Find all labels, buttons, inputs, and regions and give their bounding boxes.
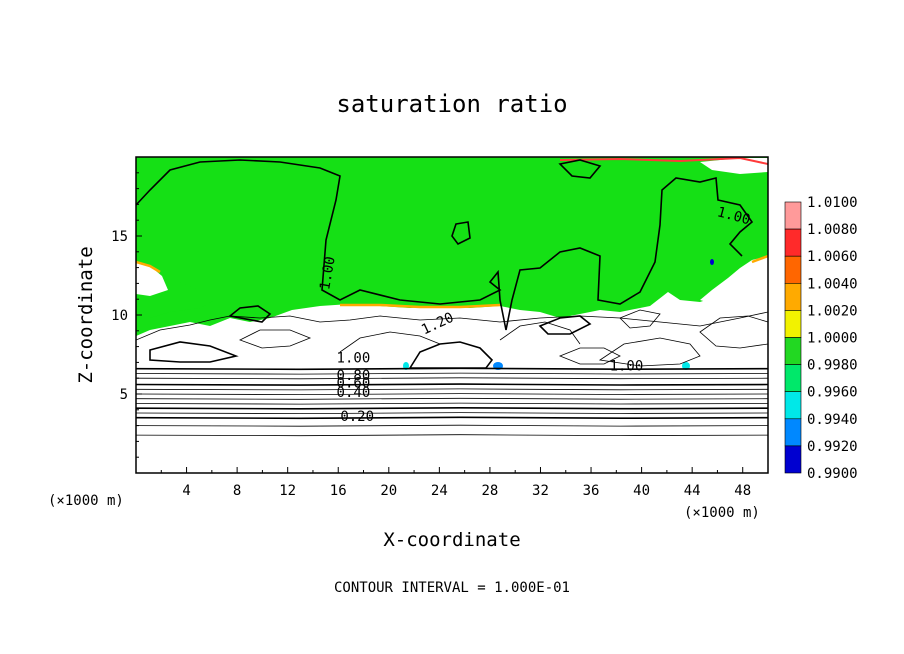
x-axis-label: X-coordinate	[383, 529, 520, 551]
y-axis-label: Z-coordinate	[75, 246, 97, 383]
contour-line	[136, 159, 754, 331]
contour-line	[136, 393, 768, 396]
subsaturated-region	[700, 256, 768, 306]
colorbar-swatch	[784, 418, 802, 447]
contour-line	[136, 367, 768, 371]
subsaturated-region	[700, 158, 768, 174]
chart-title: saturation ratio	[336, 90, 567, 118]
x-tick-label: 48	[734, 483, 751, 499]
contour-line	[228, 305, 272, 323]
contour-line	[238, 329, 312, 349]
x-tick-label: 28	[481, 483, 498, 499]
colorbar-swatch	[784, 391, 802, 420]
x-tick-label: 40	[633, 483, 650, 499]
colorbar-swatch	[784, 282, 802, 311]
x-unit-right: (×1000 m)	[684, 505, 760, 521]
contour-line	[598, 337, 701, 367]
colorbar-swatch	[784, 255, 802, 284]
contour-line	[136, 424, 768, 427]
colorbar-label: 1.0060	[807, 249, 858, 265]
colorbar: 1.0100 1.0080 1.0060 1.0040 1.0020 1.0000 0.99…	[784, 195, 858, 482]
contour-interval-note: CONTOUR INTERVAL = 1.000E-01	[334, 580, 570, 596]
contour-line	[558, 159, 602, 179]
colorbar-label: 0.9980	[807, 358, 858, 374]
x-tick-label: 16	[330, 483, 347, 499]
contour-line	[136, 416, 768, 420]
contour-line	[136, 377, 768, 380]
x-tick-label: 8	[233, 483, 241, 499]
contour-line	[136, 388, 768, 391]
x-tick-label: 4	[182, 483, 190, 499]
contour-line	[558, 347, 621, 365]
y-axis: 5 10 15	[111, 172, 142, 458]
colorbar-swatch	[784, 337, 802, 365]
plot-area: 1.001.001.201.000.800.600.400.201.00	[136, 157, 768, 473]
contour-line	[699, 315, 768, 349]
colorbar-label: 1.0000	[807, 331, 858, 347]
subsaturated-spot	[710, 259, 714, 265]
contour-line	[136, 311, 768, 341]
colorbar-label: 1.0080	[807, 222, 858, 238]
saturated-region	[136, 157, 768, 336]
contour-line	[136, 406, 768, 410]
contour-label: 0.20	[340, 409, 374, 425]
colorbar-label: 1.0100	[807, 195, 858, 211]
contour-line	[619, 309, 661, 329]
x-tick-label: 20	[380, 483, 397, 499]
contour-line	[136, 434, 768, 437]
colorbar-swatch	[784, 364, 802, 393]
contour-label: 0.60	[337, 376, 371, 392]
contour-line	[451, 221, 471, 246]
x-tick-label: 44	[684, 483, 701, 499]
contour-label: 0.80	[337, 368, 371, 384]
colorbar-swatch	[784, 228, 802, 257]
x-tick-label: 12	[279, 483, 296, 499]
contour-line	[499, 321, 581, 345]
colorbar-label: 0.9900	[807, 466, 858, 482]
colorbar-swatch	[784, 445, 802, 474]
contour-label: 1.00	[337, 350, 371, 366]
colorbar-swatch	[784, 201, 802, 230]
contour-line	[149, 341, 239, 363]
x-tick-label: 24	[431, 483, 448, 499]
contour-label: 1.00	[610, 358, 644, 374]
x-tick-label: 32	[532, 483, 549, 499]
supersaturated-core	[559, 157, 768, 165]
y-tick-label: 15	[111, 229, 128, 245]
subsaturated-region	[136, 262, 168, 296]
colorbar-label: 0.9940	[807, 412, 858, 428]
contour-line	[136, 383, 768, 386]
contour-line	[136, 372, 768, 375]
colorbar-swatch	[784, 310, 802, 338]
x-unit-left: (×1000 m)	[48, 493, 124, 509]
y-tick-label: 5	[120, 387, 128, 403]
contour-line	[136, 402, 768, 405]
supersaturated-edge	[136, 254, 768, 309]
x-tick-label: 36	[583, 483, 600, 499]
colorbar-label: 0.9920	[807, 439, 858, 455]
contour-line	[538, 315, 592, 335]
colorbar-label: 0.9960	[807, 385, 858, 401]
y-tick-label: 10	[111, 308, 128, 324]
x-axis: 4 8 12 16 20 24 28 32 36 40 44 48	[160, 467, 751, 499]
contour-line	[408, 341, 494, 369]
subsaturated-spot	[682, 362, 690, 370]
colorbar-label: 1.0020	[807, 303, 858, 319]
contour-line	[339, 331, 441, 353]
contour-label: 1.00	[317, 255, 339, 291]
contour-line	[136, 412, 768, 415]
contour-label: 0.40	[337, 385, 371, 401]
colorbar-label: 1.0040	[807, 276, 858, 292]
contour-line	[136, 397, 768, 400]
